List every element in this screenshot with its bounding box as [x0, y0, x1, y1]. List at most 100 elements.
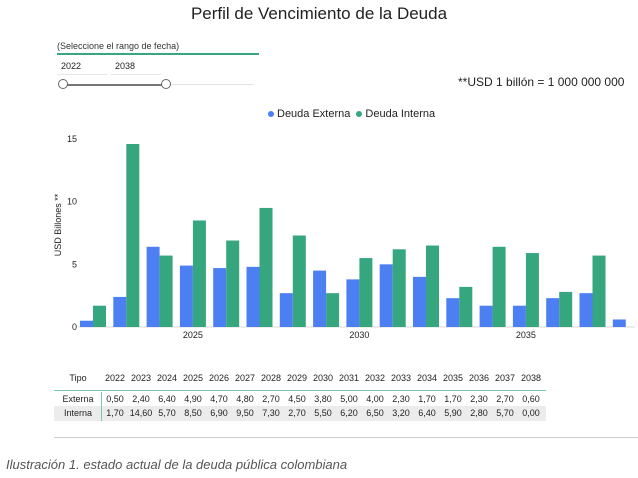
table-cell: 2,30 [392, 394, 410, 404]
table-row: Externa 0,50 2,40 6,40 4,90 4,70 4,80 2,70 4,50 3… [54, 392, 544, 406]
table-cell: 6,40 [418, 408, 436, 418]
legend-label-externa: Deuda Externa [277, 108, 351, 120]
legend-item-externa[interactable]: Deuda Externa [268, 108, 350, 120]
legend-item-interna[interactable]: Deuda Interna [356, 108, 435, 120]
bar-interna-2028[interactable] [292, 235, 306, 327]
bar-externa-2038[interactable] [612, 319, 626, 327]
legend-label-interna: Deuda Interna [365, 108, 436, 120]
bar-interna-2034[interactable] [492, 246, 506, 327]
bar-chart: 0 5 10 15 USD Billones ** 2025 2030 2035 [53, 134, 635, 340]
table-cell: 2038 [520, 373, 542, 383]
bottom-rule [54, 437, 638, 438]
y-tick-label: 0 [72, 322, 77, 332]
table-cell: 0,60 [522, 394, 540, 404]
table-cell: 4,80 [236, 394, 254, 404]
bar-interna-2035[interactable] [525, 253, 539, 327]
table-header-row-label: Tipo [69, 373, 87, 383]
table-cell: 2,40 [132, 394, 150, 404]
legend-dot-externa [268, 111, 274, 117]
table-cell: 2032 [364, 373, 386, 383]
table-cell: 6,90 [210, 408, 228, 418]
table-label-divider [101, 392, 102, 421]
bar-externa-2037[interactable] [579, 293, 593, 327]
table-cell: 7,30 [262, 408, 280, 418]
bar-externa-2027[interactable] [246, 266, 260, 327]
slider-start-handle[interactable] [58, 79, 68, 89]
bar-externa-2024[interactable] [146, 246, 160, 327]
unit-note: **USD 1 billón = 1 000 000 000 [458, 75, 625, 89]
bar-externa-2029[interactable] [313, 270, 327, 327]
bar-interna-2029[interactable] [326, 293, 340, 327]
y-axis-label: USD Billones ** [53, 193, 63, 256]
date-slider-rest [166, 84, 254, 85]
bar-interna-2026[interactable] [226, 240, 240, 327]
bar-externa-2026[interactable] [213, 268, 227, 327]
x-tick-label: 2030 [349, 330, 369, 340]
table-cell: 1,70 [418, 394, 436, 404]
bar-interna-2024[interactable] [159, 255, 173, 327]
table-cell: 3,20 [392, 408, 410, 418]
date-range-underline [57, 53, 259, 55]
bar-externa-2036[interactable] [546, 298, 560, 327]
bar-interna-2036[interactable] [559, 291, 573, 327]
table-cell: 2033 [390, 373, 412, 383]
table-cell: 14,60 [129, 408, 153, 418]
bar-interna-2032[interactable] [426, 245, 439, 327]
table-cell: 2036 [468, 373, 490, 383]
bar-externa-2034[interactable] [479, 305, 493, 327]
table-cell: 2026 [208, 373, 230, 383]
bar-interna-2023[interactable] [126, 144, 140, 327]
table-cell: 5,90 [444, 408, 462, 418]
y-tick-label: 5 [72, 259, 77, 269]
table-cell: 4,70 [210, 394, 228, 404]
table-cell: 2031 [338, 373, 360, 383]
table-cell: 5,70 [158, 408, 176, 418]
figure-caption: Ilustración 1. estado actual de la deuda… [6, 457, 348, 472]
bar-interna-2033[interactable] [459, 286, 473, 327]
chart-title: Perfil de Vencimiento de la Deuda [190, 4, 448, 23]
bar-externa-2022[interactable] [80, 320, 93, 327]
table-cell: 2,80 [470, 408, 488, 418]
table-cell: 2023 [130, 373, 152, 383]
bar-externa-2023[interactable] [113, 296, 127, 327]
table-cell: 2034 [416, 373, 438, 383]
table-cell: 6,40 [158, 394, 176, 404]
bar-externa-2025[interactable] [179, 265, 193, 327]
table-cell: 8,50 [184, 408, 202, 418]
table-cell: 6,20 [340, 408, 358, 418]
table-row-label: Interna [63, 408, 93, 418]
bar-externa-2035[interactable] [512, 305, 526, 327]
bar-externa-2028[interactable] [279, 293, 293, 327]
bar-interna-2031[interactable] [392, 249, 406, 327]
table-cell: 5,00 [340, 394, 358, 404]
chart-axis: 0 5 10 15 USD Billones ** 2025 2030 2035 [53, 134, 536, 340]
table-cell: 2028 [260, 373, 282, 383]
slider-end-handle[interactable] [161, 79, 171, 89]
bar-interna-2030[interactable] [359, 258, 373, 327]
start-date-input[interactable]: 2022 [57, 58, 107, 75]
x-tick-label: 2025 [183, 330, 203, 340]
table-cell: 2030 [312, 373, 334, 383]
table-cell: 5,70 [496, 408, 514, 418]
table-cell: 2,70 [496, 394, 514, 404]
legend-dot-interna [356, 111, 363, 117]
bar-externa-2033[interactable] [446, 298, 460, 327]
date-slider-track[interactable] [63, 84, 166, 86]
end-date-input[interactable]: 2038 [111, 58, 161, 75]
y-tick-label: 10 [67, 197, 77, 207]
table-cell: 2024 [156, 373, 178, 383]
table-row-shade [54, 406, 546, 421]
y-tick-label: 15 [67, 134, 77, 144]
bar-interna-2027[interactable] [259, 207, 273, 327]
table-header-rule [54, 390, 546, 391]
bar-interna-2022[interactable] [93, 305, 106, 327]
bar-externa-2032[interactable] [413, 276, 426, 327]
table-cell: 0,50 [106, 394, 124, 404]
table-cell: 6,50 [366, 408, 384, 418]
table-cell: 1,70 [444, 394, 462, 404]
bar-externa-2031[interactable] [379, 264, 393, 327]
bar-interna-2025[interactable] [192, 220, 206, 327]
bar-externa-2030[interactable] [346, 279, 360, 327]
table-cell: 4,90 [184, 394, 202, 404]
bar-interna-2037[interactable] [592, 255, 606, 327]
